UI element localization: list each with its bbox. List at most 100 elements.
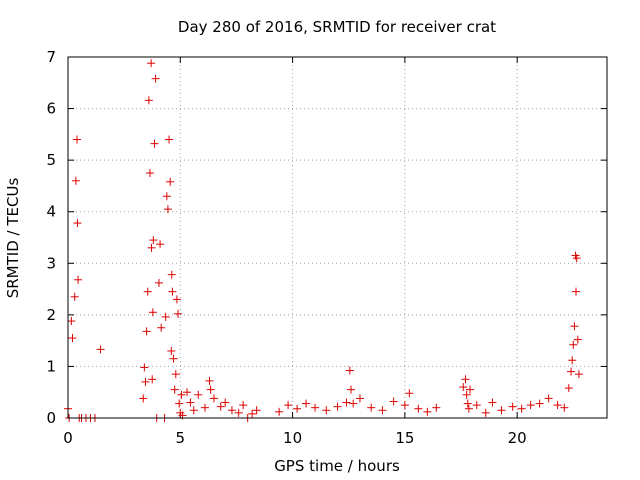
data-point [497, 406, 506, 415]
data-point [147, 59, 156, 68]
data-point [140, 363, 149, 372]
data-point [206, 385, 215, 394]
data-point [205, 376, 214, 385]
y-tick-label: 6 [46, 100, 56, 118]
data-point [139, 394, 148, 403]
data-point [221, 398, 230, 407]
data-point [143, 287, 152, 296]
data-point [141, 377, 150, 386]
data-point [154, 278, 163, 287]
data-point [553, 401, 562, 410]
data-point [67, 317, 76, 326]
data-point [574, 370, 583, 379]
data-point [481, 408, 490, 417]
data-point [389, 397, 398, 406]
data-point [169, 354, 178, 363]
axis-ticks [67, 56, 607, 419]
data-point [345, 366, 354, 375]
data-point [71, 176, 80, 185]
data-point [462, 390, 471, 399]
data-point [569, 340, 578, 349]
x-tick-label: 20 [508, 429, 527, 447]
data-point [148, 308, 157, 317]
data-point [275, 407, 284, 416]
x-tick-label: 5 [176, 429, 186, 447]
data-point [166, 177, 175, 186]
y-tick-label: 3 [46, 254, 56, 272]
y-tick-label: 2 [46, 306, 56, 324]
data-point [186, 398, 195, 407]
y-tick-label: 5 [46, 151, 56, 169]
data-point [157, 323, 166, 332]
y-tick-labels: 0 1 2 3 4 5 6 7 [46, 48, 56, 427]
y-axis-label: SRMTID / TECUs [4, 178, 22, 299]
data-point [463, 399, 472, 408]
data-point [567, 367, 576, 376]
data-point [400, 401, 409, 410]
data-point [150, 139, 159, 148]
data-point [349, 399, 358, 408]
data-point [293, 404, 302, 413]
data-point [161, 312, 170, 321]
x-tick-label: 10 [283, 429, 302, 447]
x-tick-labels: 0 5 10 15 20 [63, 429, 526, 447]
data-point [432, 403, 441, 412]
plot-frame [67, 56, 608, 419]
data-point [70, 292, 79, 301]
data-point [183, 388, 192, 397]
x-tick-label: 0 [63, 429, 73, 447]
data-point [570, 322, 579, 331]
data-point [378, 406, 387, 415]
y-tick-label: 7 [46, 48, 56, 66]
data-point [342, 398, 351, 407]
data-point [355, 394, 364, 403]
data-point [216, 402, 225, 411]
data-point [165, 135, 174, 144]
data-point [167, 270, 176, 279]
data-point [564, 384, 573, 393]
data-point [560, 403, 569, 412]
data-point [544, 394, 553, 403]
data-point [145, 169, 154, 178]
y-tick-label: 4 [46, 203, 56, 221]
data-point [535, 399, 544, 408]
y-tick-label: 0 [46, 409, 56, 427]
data-point [367, 403, 376, 412]
data-point [311, 403, 320, 412]
data-point [163, 205, 172, 214]
data-point [459, 383, 468, 392]
data-point [170, 385, 179, 394]
data-point [322, 406, 331, 415]
data-point [189, 406, 198, 415]
y-tick-label: 1 [46, 357, 56, 375]
data-point [508, 402, 517, 411]
data-point [142, 327, 151, 336]
data-point [194, 390, 203, 399]
data-point [488, 398, 497, 407]
data-point [526, 401, 535, 410]
data-point [147, 243, 156, 252]
data-point [284, 401, 293, 410]
data-point [568, 356, 577, 365]
data-point [148, 375, 157, 384]
data-point [517, 404, 526, 413]
data-point [234, 408, 243, 417]
data-point [466, 385, 475, 394]
data-point [209, 394, 218, 403]
chart-title: Day 280 of 2016, SRMTID for receiver cra… [178, 18, 496, 36]
data-point [156, 240, 165, 249]
data-point [175, 399, 184, 408]
grid [68, 57, 607, 418]
x-tick-label: 15 [395, 429, 414, 447]
data-point [572, 287, 581, 296]
data-point [239, 401, 248, 410]
data-point [162, 192, 171, 201]
data-point [74, 275, 83, 284]
data-point [414, 404, 423, 413]
data-point [248, 409, 257, 418]
data-point [149, 236, 158, 245]
data-point [464, 404, 473, 413]
data-point [172, 295, 181, 304]
data-point [472, 401, 481, 410]
data-point [171, 370, 180, 379]
